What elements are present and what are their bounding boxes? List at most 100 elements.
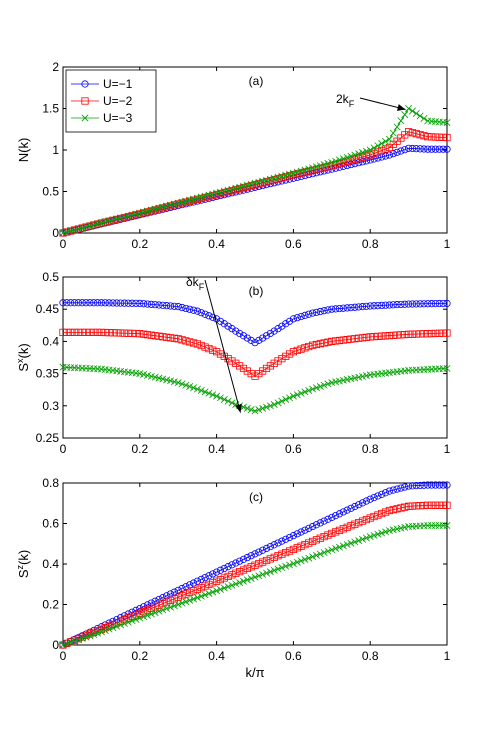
data-point (136, 209, 144, 217)
data-point (159, 606, 167, 614)
data-point (78, 224, 86, 232)
data-point (366, 514, 374, 522)
data-point (320, 517, 328, 525)
data-point (174, 593, 182, 601)
x-tick-label: 1 (444, 442, 451, 456)
data-point (286, 561, 294, 569)
data-point (201, 573, 209, 582)
data-point (374, 332, 382, 340)
data-point (151, 301, 159, 309)
data-point (151, 332, 159, 340)
data-point (362, 333, 370, 341)
data-point (270, 327, 278, 335)
data-point (247, 369, 255, 378)
data-point (270, 401, 278, 408)
series-1 (59, 299, 451, 347)
data-point (155, 301, 163, 309)
data-point (397, 331, 405, 339)
data-point (385, 301, 393, 309)
data-point (78, 634, 86, 642)
data-point (197, 193, 205, 201)
data-point (74, 328, 82, 336)
data-point (370, 302, 378, 310)
data-point (316, 519, 324, 527)
data-point (439, 133, 447, 141)
data-point (182, 381, 190, 389)
data-point (228, 561, 236, 569)
series-line (63, 302, 448, 344)
data-point (428, 300, 436, 308)
annotation-arrow-head (396, 104, 406, 111)
data-point (401, 483, 409, 491)
data-point (201, 388, 209, 396)
data-point (378, 490, 386, 498)
data-point (435, 299, 443, 308)
data-point (378, 332, 386, 340)
data-point (270, 359, 278, 367)
data-point (382, 528, 390, 536)
data-point (282, 548, 290, 557)
data-point (186, 196, 194, 204)
data-point (370, 333, 378, 341)
data-point (117, 621, 125, 629)
data-point (232, 580, 240, 588)
data-point (374, 148, 382, 156)
data-point (263, 403, 271, 411)
data-point (389, 331, 397, 339)
data-point (178, 592, 186, 600)
data-point (167, 201, 175, 209)
x-tick-label: 0.2 (131, 442, 148, 456)
data-point (239, 555, 248, 563)
data-point (86, 299, 94, 307)
data-point (113, 329, 121, 337)
data-point (370, 155, 378, 163)
data-point (289, 315, 297, 323)
data-point (205, 345, 213, 353)
data-point (197, 341, 205, 350)
data-point (316, 550, 324, 558)
data-point (213, 587, 221, 595)
data-point (393, 301, 401, 309)
data-point (101, 626, 109, 634)
data-point (443, 145, 451, 153)
y-tick-label: 0.25 (36, 431, 60, 445)
data-point (278, 397, 286, 405)
data-point (428, 133, 436, 141)
data-point (404, 128, 413, 136)
x-tick-label: 0.8 (362, 237, 379, 251)
data-point (151, 603, 159, 611)
data-point (408, 129, 417, 137)
data-point (420, 132, 428, 140)
data-point (109, 299, 117, 307)
data-point (335, 156, 343, 164)
data-point (305, 386, 313, 394)
data-point (355, 501, 363, 509)
data-point (381, 145, 390, 153)
data-point (355, 154, 363, 162)
data-point (74, 299, 82, 307)
data-point (305, 165, 313, 173)
data-point (324, 306, 332, 314)
data-point (297, 312, 305, 321)
y-tick-label: 0.5 (42, 185, 59, 199)
data-point (332, 337, 340, 345)
data-point (343, 304, 351, 312)
y-tick-label: 0 (52, 638, 59, 652)
data-point (182, 337, 190, 345)
data-point (97, 219, 105, 227)
data-point (293, 544, 301, 552)
data-point (316, 162, 324, 170)
y-tick-label: 0.5 (42, 270, 59, 284)
data-point (197, 575, 205, 583)
data-point (424, 501, 432, 509)
data-point (205, 580, 213, 589)
data-point (366, 156, 374, 164)
data-point (404, 300, 413, 308)
data-point (274, 565, 282, 573)
data-point (239, 364, 248, 373)
series-line (62, 131, 448, 234)
data-point (431, 133, 440, 141)
data-point (297, 528, 305, 536)
data-point (186, 588, 194, 597)
data-point (343, 506, 351, 514)
